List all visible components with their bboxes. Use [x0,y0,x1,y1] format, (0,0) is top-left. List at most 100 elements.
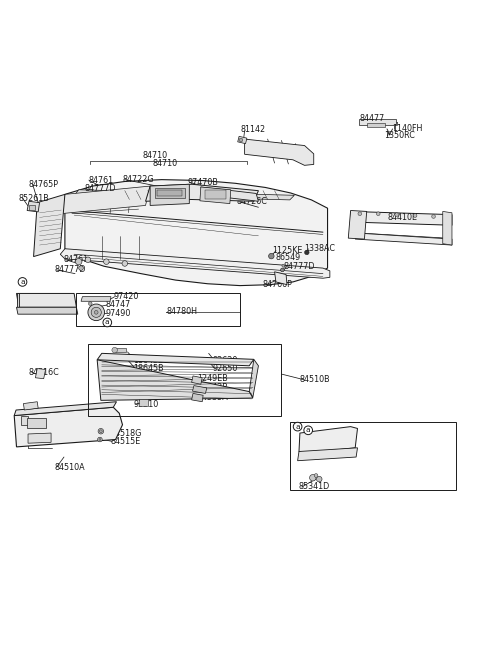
Text: 84515E: 84515E [110,437,140,446]
Bar [29,205,35,209]
Polygon shape [443,211,452,245]
Polygon shape [348,211,367,239]
Circle shape [269,253,274,259]
Circle shape [239,138,243,142]
Circle shape [358,212,361,216]
Circle shape [282,264,285,267]
Text: a: a [306,427,311,434]
Text: a: a [295,424,300,430]
Polygon shape [192,376,202,384]
Circle shape [99,430,102,432]
Polygon shape [21,415,28,425]
Text: 84710: 84710 [142,152,168,160]
Text: 84761: 84761 [89,176,114,184]
Polygon shape [60,186,150,214]
Circle shape [432,215,435,218]
Polygon shape [14,407,122,447]
Text: 84518G: 84518G [110,428,142,438]
Bar [155,188,185,198]
Polygon shape [60,249,330,278]
Text: 84542B: 84542B [198,383,228,392]
Text: 84777D: 84777D [284,262,315,271]
Circle shape [75,258,82,265]
Text: 1140FH: 1140FH [392,123,422,133]
Circle shape [122,260,128,266]
Text: 84410E: 84410E [387,213,418,222]
Text: 86549: 86549 [275,253,300,262]
Circle shape [79,266,84,270]
Circle shape [91,307,101,318]
Circle shape [88,302,92,306]
Polygon shape [16,293,19,307]
Circle shape [413,214,417,217]
Text: 1249EB: 1249EB [198,374,228,383]
Polygon shape [34,194,65,256]
Polygon shape [27,201,39,212]
Polygon shape [97,354,254,366]
Circle shape [310,474,316,481]
Text: 92620: 92620 [212,356,238,365]
Polygon shape [192,386,207,394]
Text: 84765P: 84765P [29,180,59,189]
Text: 84510A: 84510A [55,462,85,472]
Circle shape [376,212,380,216]
Text: 1350RC: 1350RC [384,131,415,140]
Circle shape [104,259,109,264]
Circle shape [95,310,98,314]
Text: 84761: 84761 [64,255,89,264]
Polygon shape [75,190,294,200]
Bar [88,344,281,415]
Bar [367,123,385,127]
Text: 97420: 97420 [113,292,139,301]
Polygon shape [65,180,327,285]
Text: 84747: 84747 [106,300,131,310]
Polygon shape [238,136,247,144]
Text: 84777D: 84777D [55,266,86,274]
Polygon shape [28,433,51,443]
Polygon shape [16,307,78,314]
Bar [27,419,46,428]
Polygon shape [355,233,452,245]
Polygon shape [24,401,38,410]
Circle shape [98,428,104,434]
Text: 85341D: 85341D [299,482,330,491]
Text: 81142: 81142 [241,125,266,134]
Text: 1125KE: 1125KE [272,246,302,255]
Bar [359,119,396,125]
Polygon shape [245,139,314,165]
Polygon shape [150,184,189,205]
Polygon shape [192,394,203,401]
Bar [115,348,126,352]
Polygon shape [97,359,253,400]
Bar [139,400,148,406]
Bar [205,190,226,199]
Text: 84510B: 84510B [300,375,331,384]
Circle shape [395,213,398,216]
Text: 92650: 92650 [212,363,238,373]
Text: 97470B: 97470B [187,178,218,187]
Polygon shape [14,401,117,415]
Text: a: a [105,319,109,325]
Polygon shape [249,359,258,397]
Bar [290,422,456,490]
Text: 18645B: 18645B [133,363,164,373]
Circle shape [314,474,318,478]
Polygon shape [298,448,358,461]
Polygon shape [145,184,258,201]
Polygon shape [16,293,76,307]
Text: 1338AC: 1338AC [304,244,336,253]
Text: 85261B: 85261B [19,194,49,203]
Polygon shape [201,187,258,201]
Text: 84710: 84710 [153,159,178,169]
Text: 97490: 97490 [106,309,131,318]
Circle shape [97,437,102,442]
Circle shape [304,250,309,255]
Text: 84726C: 84726C [236,197,267,206]
Circle shape [99,439,101,440]
Bar [157,190,182,196]
Polygon shape [299,426,358,453]
Polygon shape [81,297,111,301]
Circle shape [112,348,118,353]
Circle shape [280,268,284,272]
Text: 85261C: 85261C [29,437,60,446]
